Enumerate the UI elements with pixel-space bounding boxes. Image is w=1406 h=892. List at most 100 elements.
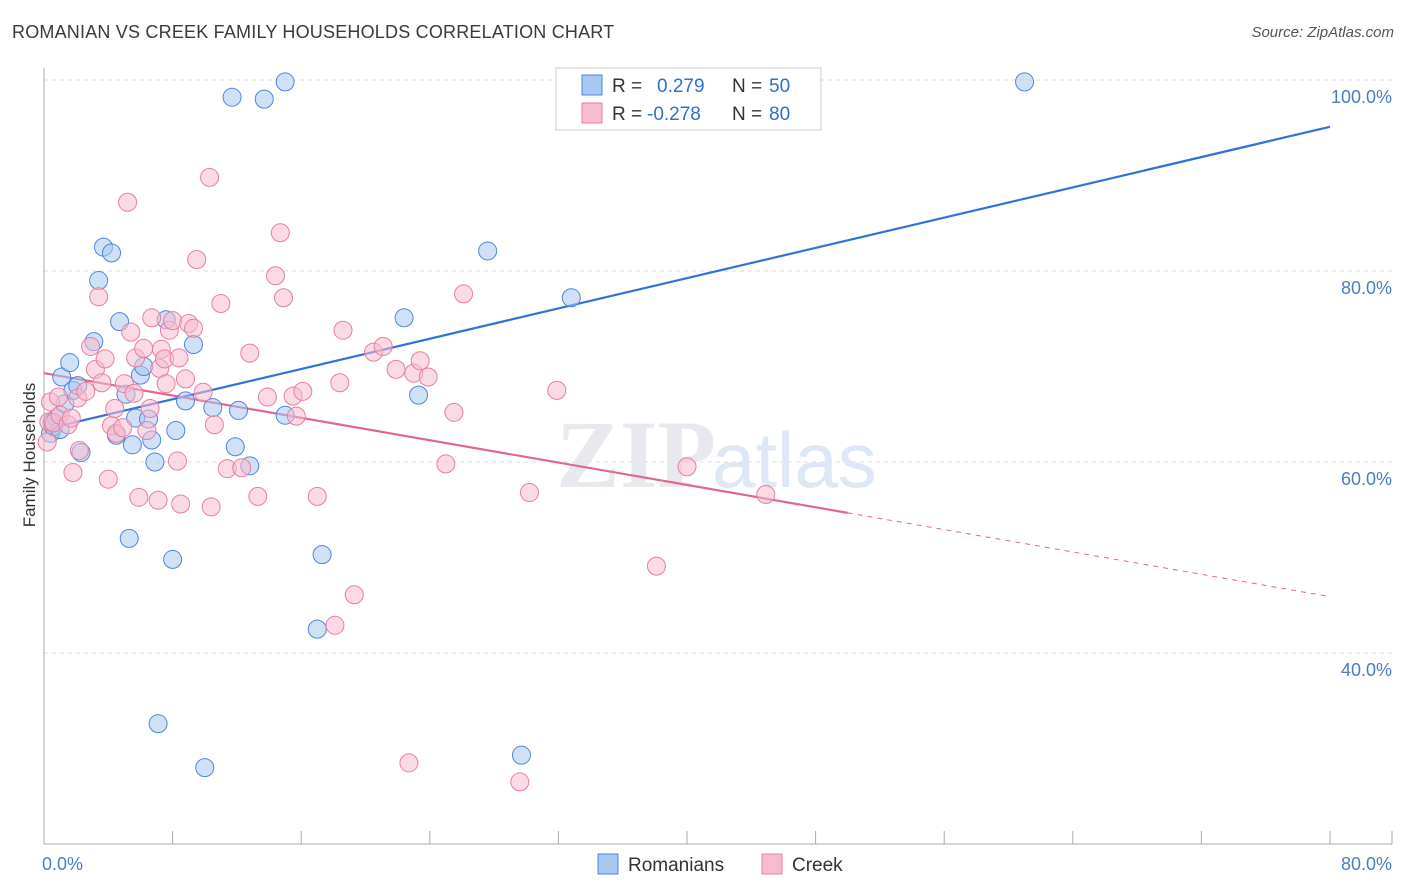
point-creek — [118, 192, 138, 212]
point-creek — [418, 367, 438, 387]
n-label-romanians: N = — [732, 76, 767, 97]
point-creek — [167, 451, 187, 471]
point-creek — [171, 494, 191, 514]
point-creek — [677, 457, 697, 477]
point-romanians — [307, 619, 327, 639]
point-creek — [113, 418, 133, 438]
point-romanians — [52, 367, 72, 387]
source-credit: Source: ZipAtlas.com — [1251, 24, 1394, 41]
point-creek — [240, 343, 260, 363]
point-romanians — [203, 398, 223, 418]
point-creek — [129, 487, 149, 507]
point-romanians — [561, 288, 581, 308]
point-creek — [140, 399, 160, 419]
point-creek — [137, 420, 157, 440]
watermark-atlas: atlas — [712, 416, 877, 504]
point-creek — [410, 351, 430, 371]
legend-label-creek: Creek — [792, 855, 843, 876]
legend-key-creek — [761, 853, 783, 875]
point-romanians — [511, 745, 531, 765]
point-creek — [270, 223, 290, 243]
point-creek — [169, 348, 189, 368]
point-creek — [373, 336, 393, 356]
r-value-romanians: 0.279 — [657, 76, 705, 97]
point-creek — [175, 369, 195, 389]
point-creek — [248, 486, 268, 506]
point-creek — [105, 399, 125, 419]
point-creek — [37, 432, 57, 452]
point-creek — [156, 374, 176, 394]
point-romanians — [254, 89, 274, 109]
point-creek — [193, 382, 213, 402]
point-creek — [89, 287, 109, 307]
point-creek — [163, 311, 183, 331]
point-creek — [134, 338, 154, 358]
r-label-creek: R = — [612, 104, 647, 125]
point-romanians — [102, 243, 122, 263]
point-creek — [399, 753, 419, 773]
point-creek — [95, 349, 115, 369]
data-points — [37, 72, 1035, 792]
point-romanians — [222, 87, 242, 107]
point-creek — [386, 359, 406, 379]
point-creek — [232, 458, 252, 478]
point-romanians — [312, 545, 332, 565]
point-creek — [187, 250, 207, 270]
legend-key-romanians — [597, 853, 619, 875]
point-romanians — [229, 400, 249, 420]
point-romanians — [145, 452, 165, 472]
y-tick-labels: 40.0% 60.0% 80.0% 100.0% — [1331, 87, 1392, 680]
point-romanians — [122, 435, 142, 455]
point-creek — [81, 336, 101, 356]
legend-swatch-romanians — [581, 74, 603, 96]
trend-line-romanians — [43, 125, 1331, 431]
r-label-romanians: R = — [612, 76, 647, 97]
point-romanians — [119, 528, 139, 548]
trend-extension-creek — [847, 512, 1331, 598]
grid — [44, 79, 1392, 654]
y-tick-label: 80.0% — [1341, 278, 1392, 298]
point-creek — [307, 486, 327, 506]
n-value-romanians: 50 — [769, 76, 790, 97]
point-romanians — [148, 714, 168, 734]
x-tick-label: 80.0% — [1341, 854, 1392, 874]
y-axis-label: Family Households — [20, 383, 39, 528]
point-creek — [286, 406, 306, 426]
point-creek — [69, 441, 89, 461]
point-creek — [204, 415, 224, 435]
point-creek — [265, 266, 285, 286]
point-romanians — [478, 241, 498, 261]
x-tick-labels: 0.0% 80.0% — [42, 854, 1392, 874]
point-creek — [48, 387, 68, 407]
stats-legend: R = 0.279 N = 50 R = -0.278 N = 80 — [555, 67, 822, 131]
point-romanians — [409, 385, 429, 405]
point-creek — [200, 167, 220, 187]
point-creek — [646, 556, 666, 576]
point-creek — [121, 322, 141, 342]
point-romanians — [175, 391, 195, 411]
watermark-zip: ZIP — [556, 401, 716, 508]
point-romanians — [225, 437, 245, 457]
point-creek — [183, 318, 203, 338]
point-creek — [344, 585, 364, 605]
point-creek — [519, 483, 539, 503]
x-tick-label: 0.0% — [42, 854, 83, 874]
point-creek — [510, 772, 530, 792]
point-romanians — [166, 420, 186, 440]
point-creek — [454, 284, 474, 304]
point-creek — [98, 469, 118, 489]
r-value-creek: -0.278 — [647, 104, 701, 125]
point-creek — [756, 484, 776, 504]
point-creek — [142, 308, 162, 328]
svg-text:R = 0.279 N =: R = 0.279 N = 50 — [612, 76, 790, 97]
point-creek — [436, 454, 456, 474]
point-creek — [148, 490, 168, 510]
point-creek — [61, 408, 81, 428]
point-creek — [211, 293, 231, 313]
point-creek — [201, 497, 221, 517]
point-romanians — [275, 72, 295, 92]
point-creek — [257, 387, 277, 407]
point-creek — [63, 463, 83, 483]
point-romanians — [394, 308, 414, 328]
